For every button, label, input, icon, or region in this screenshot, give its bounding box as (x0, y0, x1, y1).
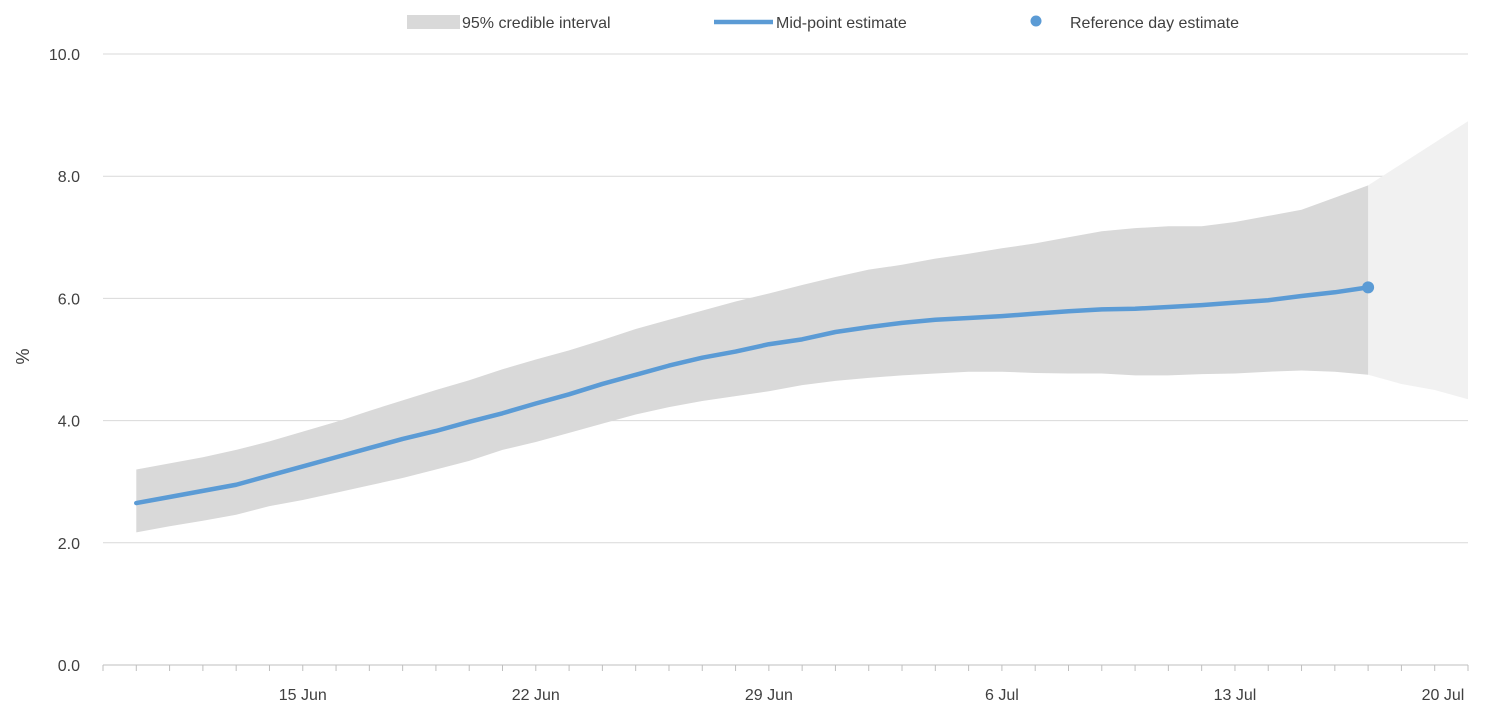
legend-mid-point-label: Mid-point estimate (776, 15, 907, 32)
credible-interval-band (136, 185, 1369, 533)
x-tick-label: 15 Jun (279, 687, 327, 704)
projection-interval-band (1368, 121, 1468, 400)
legend-interval-label: 95% credible interval (462, 15, 611, 32)
y-tick-label: 6.0 (58, 291, 80, 308)
y-tick-label: 2.0 (58, 536, 80, 553)
credible-interval-bands (136, 121, 1468, 533)
legend-reference-day-swatch (1030, 15, 1042, 27)
y-tick-label: 8.0 (58, 169, 80, 186)
x-tick-label: 13 Jul (1214, 687, 1257, 704)
x-tick-label: 22 Jun (512, 687, 560, 704)
legend-reference-day-label: Reference day estimate (1070, 15, 1239, 32)
y-axis-tick-labels: 0.0 2.0 4.0 6.0 8.0 10.0 (49, 47, 80, 675)
y-tick-label: 4.0 (58, 414, 80, 431)
x-tick-label: 29 Jun (745, 687, 793, 704)
x-tick-label: 20 Jul (1422, 687, 1465, 704)
mid-point-line (134, 285, 1371, 506)
x-tick-label: 6 Jul (985, 687, 1019, 704)
y-axis-title: % (13, 348, 33, 364)
x-axis (102, 664, 1469, 671)
reference-day-point (1362, 281, 1375, 294)
y-tick-label: 0.0 (58, 658, 80, 675)
legend-interval-swatch (407, 15, 460, 29)
y-tick-label: 10.0 (49, 47, 80, 64)
legend: 95% credible interval Mid-point estimate… (407, 15, 1239, 32)
mid-point-series (134, 281, 1375, 506)
x-axis-tick-labels: 15 Jun 22 Jun 29 Jun 6 Jul 13 Jul 20 Jul (279, 687, 1465, 704)
